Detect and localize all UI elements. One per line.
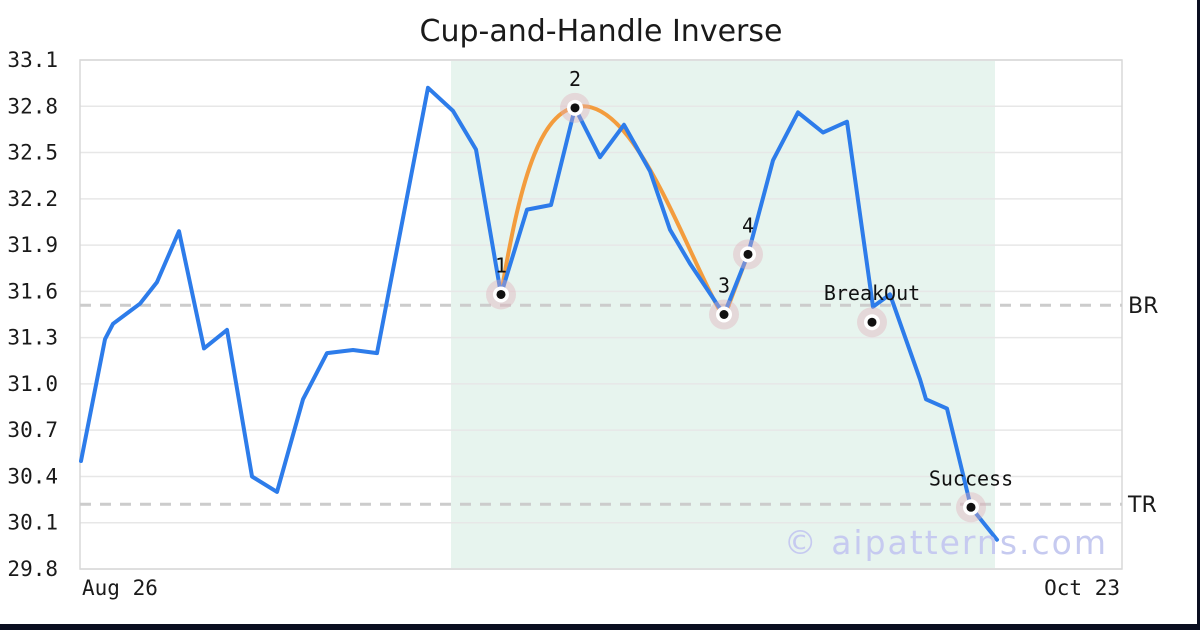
x-label-start: Aug 26 [82, 576, 158, 600]
y-tick-label: 32.2 [7, 187, 58, 211]
y-tick-label: 33.1 [7, 48, 58, 72]
y-tick-label: 32.8 [7, 94, 58, 118]
marker-dot [719, 310, 729, 319]
y-tick-label: 29.8 [7, 557, 58, 581]
y-tick-label: 30.4 [7, 464, 58, 488]
marker-label-success: Success [929, 466, 1013, 490]
y-tick-label: 31.6 [7, 279, 58, 303]
right-edge-bar [1197, 0, 1200, 630]
x-label-end: Oct 23 [1044, 576, 1120, 600]
price-line [79, 85, 999, 542]
pattern-overlay-line [499, 104, 750, 320]
bottom-edge-bar [0, 624, 1200, 630]
marker-dot [966, 502, 976, 512]
marker-label-4: 4 [742, 213, 754, 237]
marker-dot [496, 289, 506, 299]
marker-label-breakout: BreakOut [824, 281, 920, 305]
level-label-tr: TR [1127, 493, 1157, 518]
marker-dot [867, 317, 877, 327]
marker-dot [570, 103, 580, 113]
level-label-br: BR [1128, 294, 1158, 319]
plot-border [79, 59, 1123, 570]
marker-dot [743, 249, 753, 259]
y-tick-label: 31.9 [7, 233, 58, 257]
y-tick-label: 30.1 [7, 511, 58, 535]
chart-title: Cup-and-Handle Inverse [419, 14, 783, 49]
y-tick-label: 31.0 [7, 372, 58, 396]
marker-label-2: 2 [569, 67, 581, 91]
marker-label-1: 1 [495, 253, 507, 277]
watermark: © aipatterns.com [784, 523, 1108, 562]
y-tick-label: 31.3 [7, 326, 58, 350]
marker-label-3: 3 [718, 274, 730, 298]
y-tick-label: 32.5 [7, 141, 58, 165]
y-tick-label: 30.7 [7, 418, 58, 442]
